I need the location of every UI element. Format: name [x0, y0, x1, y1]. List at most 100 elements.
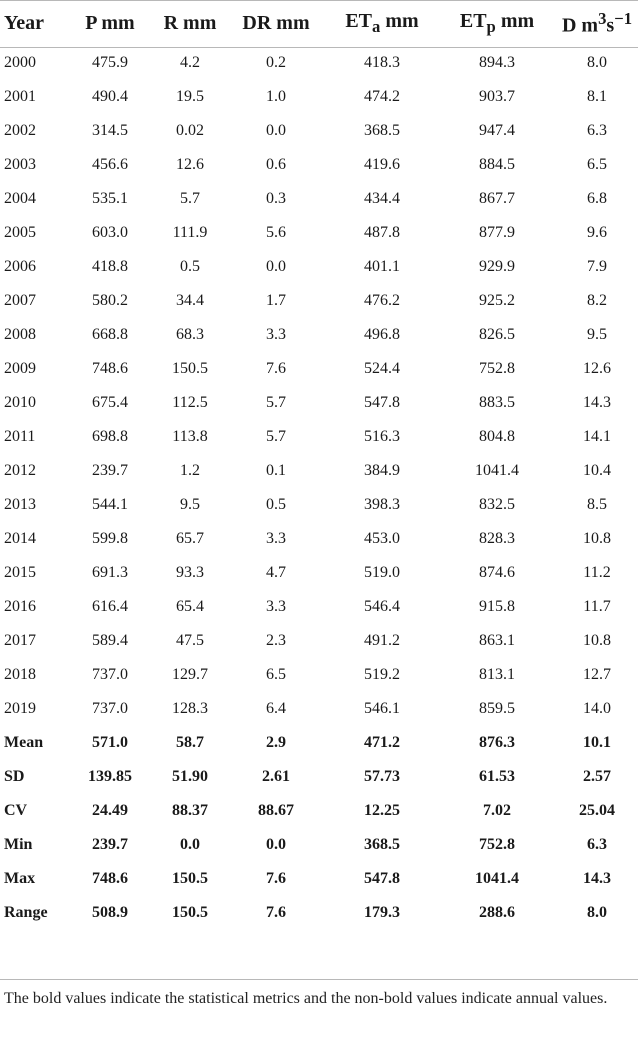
table-cell: 804.8: [479, 428, 515, 445]
table-cell: 139.85: [88, 768, 132, 785]
table-row: 2016 616.4 65.4 3.3 546.4 915.8 11.7: [0, 590, 638, 624]
table-cell: 903.7: [479, 88, 515, 105]
table-cell: 9.5: [587, 326, 607, 343]
table-cell: 7.9: [587, 258, 607, 275]
table-cell: 112.5: [172, 394, 208, 411]
column-header-dr: DR mm: [226, 0, 326, 46]
table-cell: 4.2: [180, 54, 200, 71]
table-cell: 58.7: [176, 734, 204, 751]
table-cell: 401.1: [364, 258, 400, 275]
table-cell: 544.1: [92, 496, 128, 513]
table-cell: 0.02: [176, 122, 204, 139]
table-cell: 5.6: [266, 224, 286, 241]
row-label: 2019: [4, 700, 36, 717]
table-cell: 57.73: [364, 768, 400, 785]
table-cell: 867.7: [479, 190, 515, 207]
table-row: 2015 691.3 93.3 4.7 519.0 874.6 11.2: [0, 556, 638, 590]
table-cell: 11.7: [583, 598, 611, 615]
row-label: 2002: [4, 122, 36, 139]
table-cell: 519.2: [364, 666, 400, 683]
table-cell: 2.57: [583, 768, 611, 785]
table-cell: 10.4: [583, 462, 611, 479]
table-cell: 7.02: [483, 802, 511, 819]
row-label: 2005: [4, 224, 36, 241]
table-cell: 14.3: [583, 870, 611, 887]
table-cell: 3.3: [266, 326, 286, 343]
table-cell: 456.6: [92, 156, 128, 173]
table-cell: 471.2: [364, 734, 400, 751]
table-cell: 496.8: [364, 326, 400, 343]
table-cell: 8.1: [587, 88, 607, 105]
header-main-text: ET: [345, 9, 373, 32]
table-cell: 603.0: [92, 224, 128, 241]
table-cell: 1.2: [180, 462, 200, 479]
row-label: Range: [4, 904, 48, 921]
table-cell: 2.3: [266, 632, 286, 649]
header-main-text: P mm: [85, 11, 135, 34]
table-cell: 128.3: [172, 700, 208, 717]
table-cell: 748.6: [92, 870, 128, 887]
table-cell: 691.3: [92, 564, 128, 581]
table-cell: 368.5: [364, 836, 400, 853]
table-cell: 490.4: [92, 88, 128, 105]
table-cell: 34.4: [176, 292, 204, 309]
table-cell: 925.2: [479, 292, 515, 309]
table-row: 2009 748.6 150.5 7.6 524.4 752.8 12.6: [0, 352, 638, 386]
stat-row: Range 508.9 150.5 7.6 179.3 288.6 8.0: [0, 896, 638, 930]
header-sub-text: p: [486, 16, 496, 36]
table-row: 2002 314.5 0.02 0.0 368.5 947.4 6.3: [0, 114, 638, 148]
table-cell: 418.8: [92, 258, 128, 275]
table-cell: 813.1: [479, 666, 515, 683]
table-cell: 68.3: [176, 326, 204, 343]
table-cell: 883.5: [479, 394, 515, 411]
table-cell: 546.1: [364, 700, 400, 717]
table-cell: 668.8: [92, 326, 128, 343]
table-cell: 12.25: [364, 802, 400, 819]
table-cell: 487.8: [364, 224, 400, 241]
row-label: CV: [4, 802, 28, 819]
header-tail-text: mm: [380, 9, 419, 32]
table-cell: 947.4: [479, 122, 515, 139]
table-cell: 571.0: [92, 734, 128, 751]
table-cell: 6.5: [266, 666, 286, 683]
row-label: 2015: [4, 564, 36, 581]
table-cell: 474.2: [364, 88, 400, 105]
row-label: SD: [4, 768, 25, 785]
table-cell: 6.3: [587, 122, 607, 139]
header-main-text: D m: [561, 14, 599, 37]
table-row: 2011 698.8 113.8 5.7 516.3 804.8 14.1: [0, 420, 638, 454]
table-cell: 0.3: [266, 190, 286, 207]
stat-row: CV 24.49 88.37 88.67 12.25 7.02 25.04: [0, 794, 638, 828]
table-cell: 0.1: [266, 462, 286, 479]
row-label: 2018: [4, 666, 36, 683]
table-cell: 476.2: [364, 292, 400, 309]
table-cell: 61.53: [479, 768, 515, 785]
table-cell: 4.7: [266, 564, 286, 581]
table-cell: 25.04: [579, 802, 615, 819]
table-cell: 0.5: [266, 496, 286, 513]
table-cell: 12.7: [583, 666, 611, 683]
table-cell: 737.0: [92, 700, 128, 717]
table-cell: 65.4: [176, 598, 204, 615]
table-cell: 3.3: [266, 598, 286, 615]
table-cell: 47.5: [176, 632, 204, 649]
table-cell: 11.2: [583, 564, 611, 581]
table-header: Year P mm R mm DR mm ETa mm ETp mm D m3s−1: [0, 0, 638, 46]
column-header-d: D m3s−1: [556, 0, 638, 46]
table-cell: 877.9: [479, 224, 515, 241]
table-cell: 3.3: [266, 530, 286, 547]
table-cell: 453.0: [364, 530, 400, 547]
table-cell: 434.4: [364, 190, 400, 207]
row-label: 2007: [4, 292, 36, 309]
row-label: Mean: [4, 734, 44, 751]
table-cell: 752.8: [479, 360, 515, 377]
table-cell: 698.8: [92, 428, 128, 445]
row-label: 2010: [4, 394, 36, 411]
column-header-eta: ETa mm: [326, 0, 438, 46]
table-row: 2012 239.7 1.2 0.1 384.9 1041.4 10.4: [0, 454, 638, 488]
table-row: 2006 418.8 0.5 0.0 401.1 929.9 7.9: [0, 250, 638, 284]
table-cell: 129.7: [172, 666, 208, 683]
row-label: 2008: [4, 326, 36, 343]
table-cell: 1.0: [266, 88, 286, 105]
table-cell: 6.8: [587, 190, 607, 207]
